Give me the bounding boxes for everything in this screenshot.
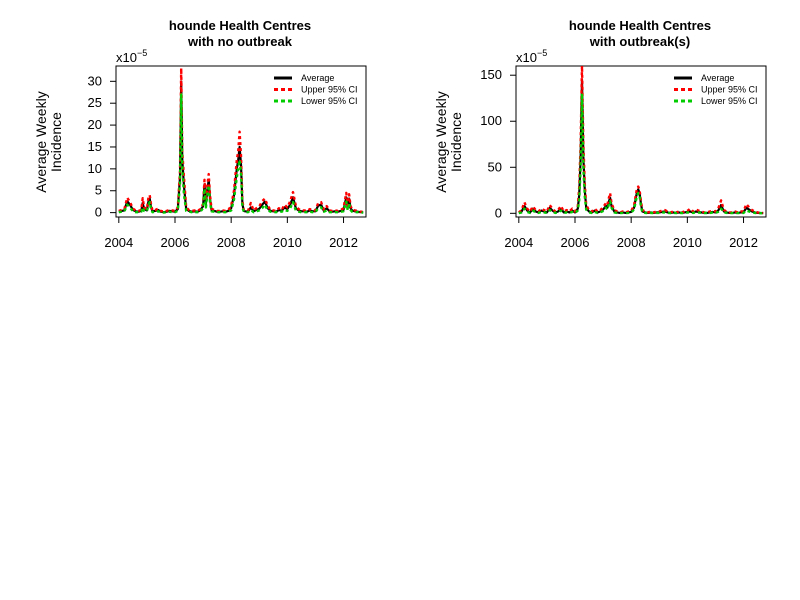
y-multiplier: x10−5	[116, 48, 147, 65]
y-tick-label: 25	[88, 95, 102, 110]
plot-frame	[515, 65, 767, 218]
y-tick-label: 30	[88, 73, 102, 88]
y-tick-label: 5	[95, 183, 102, 198]
y-tick-label: 20	[88, 117, 102, 132]
x-tick-label: 2004	[504, 235, 533, 250]
x-tick-label: 2006	[161, 235, 190, 250]
x-tick-label: 2006	[561, 235, 590, 250]
legend-label: Lower 95% CI	[301, 96, 358, 106]
series-line-upper-95-ci	[518, 64, 764, 215]
plot-frame	[115, 65, 367, 218]
y-axis-label-line: Average Weekly	[433, 91, 449, 192]
y-tick-label: 0	[95, 205, 102, 220]
chart-title-line: with no outbreak	[187, 34, 293, 49]
legend-label: Average	[301, 73, 334, 83]
x-tick-label: 2008	[217, 235, 246, 250]
y-multiplier-exponent: −5	[137, 48, 147, 58]
series-line-lower-95-ci	[518, 92, 764, 215]
y-tick-label: 15	[88, 139, 102, 154]
x-tick-label: 2010	[673, 235, 702, 250]
y-axis-label-line: Incidence	[48, 112, 64, 172]
y-multiplier-exponent: −5	[537, 48, 547, 58]
x-tick-label: 2012	[729, 235, 758, 250]
legend-label: Upper 95% CI	[301, 85, 358, 95]
x-tick-label: 2012	[329, 235, 358, 250]
chart-title-line: with outbreak(s)	[589, 34, 690, 49]
y-tick-label: 100	[480, 113, 502, 128]
chart-title-line: hounde Health Centres	[569, 18, 711, 33]
x-tick-label: 2004	[104, 235, 133, 250]
series-line-upper-95-ci	[118, 66, 364, 213]
y-axis-label-line: Incidence	[448, 112, 464, 172]
x-tick-label: 2008	[617, 235, 646, 250]
x-tick-label: 2010	[273, 235, 302, 250]
y-tick-label: 150	[480, 67, 502, 82]
y-tick-label: 0	[495, 205, 502, 220]
y-multiplier: x10−5	[516, 48, 547, 65]
y-tick-label: 10	[88, 161, 102, 176]
series-line-lower-95-ci	[118, 93, 364, 214]
y-axis-label: Average WeeklyIncidence	[33, 91, 64, 192]
y-axis-label: Average WeeklyIncidence	[433, 91, 464, 192]
legend-label: Average	[701, 73, 734, 83]
chart-panel-no-outbreak: hounde Health Centres with no outbreak Ave…	[0, 0, 400, 260]
y-tick-label: 50	[488, 159, 502, 174]
chart-title-line: hounde Health Centres	[169, 18, 311, 33]
chart-panel-with-outbreak: hounde Health Centres with outbreak(s) Ave…	[400, 0, 800, 260]
y-axis-label-line: Average Weekly	[33, 91, 49, 192]
legend-label: Lower 95% CI	[701, 96, 758, 106]
legend-label: Upper 95% CI	[701, 85, 758, 95]
